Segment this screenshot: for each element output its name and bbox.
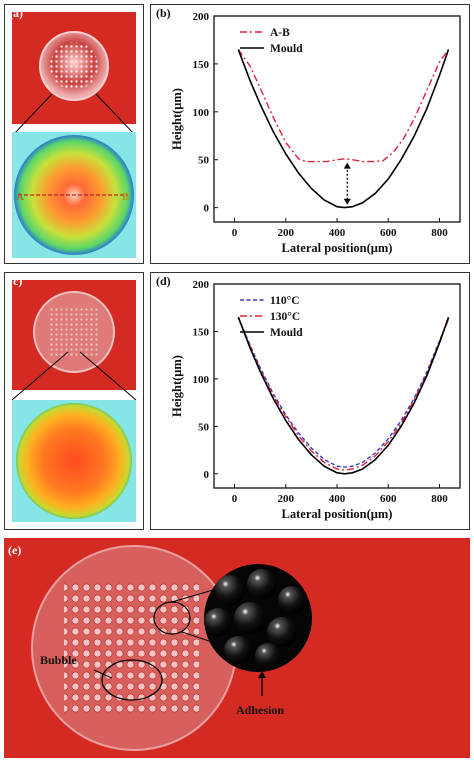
panel-c-label: (c) xyxy=(9,274,23,288)
x-axis-label-d: Lateral position(μm) xyxy=(282,507,393,521)
panel-b xyxy=(150,4,470,264)
y-tick-label-d-0: 0 xyxy=(204,469,210,481)
x-tick-label-d-2: 400 xyxy=(329,493,346,505)
y-tick-label-d-1: 50 xyxy=(198,421,210,433)
panel-e-spheres xyxy=(204,569,306,669)
panel-a-images: A B xyxy=(11,12,137,258)
y-axis-label-b: Height(μm) xyxy=(170,88,184,150)
panel-c-microlens-array xyxy=(50,308,98,356)
panel-a-point-b: B xyxy=(122,191,129,203)
panel-d xyxy=(150,272,470,530)
series-line-d-2 xyxy=(237,316,450,475)
panel-c-zoom-line-left xyxy=(11,351,69,401)
y-tick-label-b-3: 150 xyxy=(193,59,210,71)
panel-a-microlens-array xyxy=(50,42,98,90)
panel-a-zoom-line-right xyxy=(95,93,137,137)
legend-label-d-0: 110°C xyxy=(270,295,300,307)
panel-e-label: (e) xyxy=(8,543,21,557)
x-tick-label-d-0: 0 xyxy=(232,493,238,505)
legend-label-b-1: Mould xyxy=(270,43,303,55)
panel-c-images xyxy=(11,280,137,522)
annotation-arrowhead-top-b-0 xyxy=(343,162,351,169)
panel-e-photo: Bubble Adhesion (e) xyxy=(4,538,470,758)
x-tick-label-b-3: 600 xyxy=(380,227,397,239)
panel-e-adhesion-label: Adhesion xyxy=(236,703,284,717)
plot-area-b xyxy=(213,15,461,223)
panel-e-adhesion-ellipse xyxy=(153,601,191,635)
legend-label-d-2: Mould xyxy=(270,327,303,339)
x-tick-label-b-0: 0 xyxy=(232,227,238,239)
chart-d: 0 200 400 600 800 0 50 100 150 200 Lateral positio… xyxy=(170,279,461,521)
panel-e-microlens-array xyxy=(64,583,199,713)
y-tick-label-d-2: 100 xyxy=(193,374,210,386)
series-line-b-0 xyxy=(237,49,450,163)
y-tick-label-b-4: 200 xyxy=(193,11,210,23)
y-tick-label-b-1: 50 xyxy=(198,155,210,167)
x-tick-label-d-1: 200 xyxy=(278,493,295,505)
y-tick-label-b-2: 100 xyxy=(193,107,210,119)
panel-e-bubble-pointer xyxy=(93,669,113,679)
y-tick-label-d-4: 200 xyxy=(193,279,210,291)
panel-a-zoom-line-left xyxy=(11,93,53,137)
panel-b-label: (b) xyxy=(156,6,171,20)
plot-area-d xyxy=(213,283,461,489)
x-axis-label-b: Lateral position(μm) xyxy=(282,241,393,255)
panel-e-bubble-ellipse xyxy=(101,659,163,701)
panel-c-zoom-line-right xyxy=(79,351,137,401)
panel-c-height-map xyxy=(16,403,132,519)
series-line-d-0 xyxy=(237,316,450,468)
legend-label-b-0: A-B xyxy=(270,27,290,39)
x-tick-label-b-1: 200 xyxy=(278,227,295,239)
panel-a-point-a: A xyxy=(16,191,24,203)
x-tick-label-b-4: 800 xyxy=(431,227,448,239)
panel-d-label: (d) xyxy=(156,274,171,288)
panel-e-adhesion-arrowhead xyxy=(258,671,266,678)
legend-label-d-1: 130°C xyxy=(270,311,300,323)
panel-a-label: (a) xyxy=(9,6,23,20)
y-tick-label-d-3: 150 xyxy=(193,326,210,338)
x-tick-label-b-2: 400 xyxy=(329,227,346,239)
annotation-arrowhead-bottom-b-0 xyxy=(343,198,351,205)
chart-b: 0 200 400 600 800 0 50 100 150 200 Lateral positio… xyxy=(170,11,461,255)
series-line-b-1 xyxy=(237,49,450,209)
series-line-d-1 xyxy=(237,316,450,471)
y-axis-label-d: Height(μm) xyxy=(170,355,184,417)
y-tick-label-b-0: 0 xyxy=(204,203,210,215)
panel-e-bubble-label: Bubble xyxy=(40,653,77,667)
x-tick-label-d-4: 800 xyxy=(431,493,448,505)
x-tick-label-d-3: 600 xyxy=(380,493,397,505)
